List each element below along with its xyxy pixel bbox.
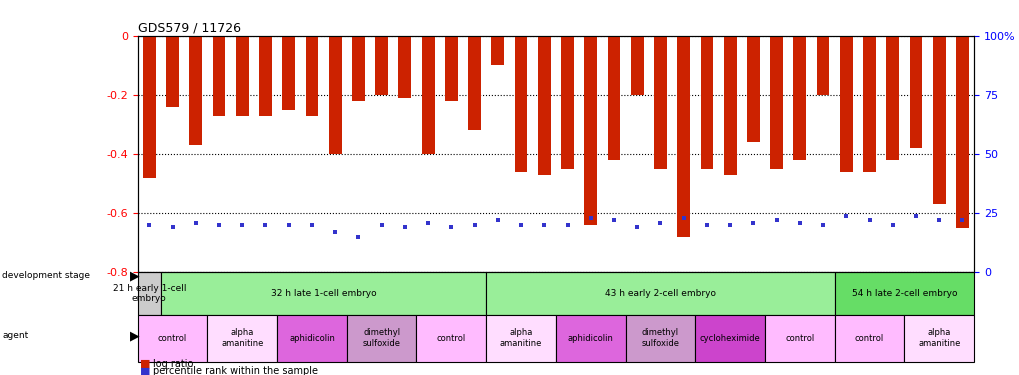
Bar: [416, 315, 486, 362]
Text: aphidicolin: aphidicolin: [288, 334, 334, 343]
Bar: [143, 36, 156, 178]
Bar: [625, 315, 695, 362]
Bar: [282, 36, 294, 109]
Bar: [653, 36, 666, 169]
Bar: [235, 36, 249, 116]
Text: log ratio: log ratio: [153, 359, 194, 369]
Bar: [328, 36, 341, 154]
Bar: [515, 36, 527, 172]
Bar: [398, 36, 411, 98]
Text: 32 h late 1-cell embryo: 32 h late 1-cell embryo: [270, 289, 376, 298]
Bar: [904, 315, 973, 362]
Text: control: control: [785, 334, 814, 343]
Text: alpha
amanitine: alpha amanitine: [499, 328, 542, 348]
Bar: [862, 36, 875, 172]
Bar: [909, 36, 921, 148]
Text: ■: ■: [140, 359, 150, 369]
Bar: [764, 315, 834, 362]
Text: dimethyl
sulfoxide: dimethyl sulfoxide: [641, 328, 679, 348]
Text: agent: agent: [2, 331, 29, 340]
Bar: [207, 315, 277, 362]
Bar: [555, 315, 625, 362]
Bar: [491, 36, 503, 65]
Bar: [375, 36, 387, 95]
Bar: [486, 272, 834, 315]
Bar: [834, 272, 973, 315]
Bar: [769, 36, 783, 169]
Bar: [677, 36, 690, 237]
Bar: [816, 36, 828, 95]
Bar: [166, 36, 178, 106]
Bar: [723, 36, 736, 175]
Bar: [212, 36, 225, 116]
Text: control: control: [436, 334, 466, 343]
Text: aphidicolin: aphidicolin: [568, 334, 613, 343]
Bar: [607, 36, 620, 160]
Text: ■: ■: [140, 366, 150, 375]
Bar: [834, 315, 904, 362]
Text: 21 h early 1-cell
embryo: 21 h early 1-cell embryo: [112, 284, 185, 303]
Bar: [306, 36, 318, 116]
Bar: [886, 36, 899, 160]
Bar: [955, 36, 968, 228]
Bar: [839, 36, 852, 172]
Bar: [560, 36, 574, 169]
Bar: [537, 36, 550, 175]
Bar: [277, 315, 346, 362]
Text: 43 h early 2-cell embryo: 43 h early 2-cell embryo: [604, 289, 715, 298]
Bar: [468, 36, 481, 130]
Bar: [161, 272, 486, 315]
Bar: [932, 36, 945, 204]
Bar: [584, 36, 596, 225]
Text: GDS579 / 11726: GDS579 / 11726: [138, 21, 240, 34]
Bar: [190, 36, 202, 145]
Text: ▶: ▶: [129, 269, 139, 282]
Text: dimethyl
sulfoxide: dimethyl sulfoxide: [363, 328, 400, 348]
Bar: [346, 315, 416, 362]
Bar: [138, 315, 207, 362]
Bar: [486, 315, 555, 362]
Bar: [138, 272, 161, 315]
Text: ▶: ▶: [129, 329, 139, 342]
Bar: [700, 36, 712, 169]
Bar: [746, 36, 759, 142]
Text: control: control: [158, 334, 187, 343]
Bar: [444, 36, 458, 101]
Text: development stage: development stage: [2, 271, 90, 280]
Text: 54 h late 2-cell embryo: 54 h late 2-cell embryo: [851, 289, 956, 298]
Text: alpha
amanitine: alpha amanitine: [917, 328, 960, 348]
Bar: [259, 36, 272, 116]
Bar: [695, 315, 764, 362]
Bar: [421, 36, 434, 154]
Bar: [793, 36, 805, 160]
Text: cycloheximide: cycloheximide: [699, 334, 760, 343]
Text: control: control: [854, 334, 883, 343]
Bar: [352, 36, 365, 101]
Bar: [630, 36, 643, 95]
Text: alpha
amanitine: alpha amanitine: [221, 328, 263, 348]
Text: percentile rank within the sample: percentile rank within the sample: [153, 366, 318, 375]
